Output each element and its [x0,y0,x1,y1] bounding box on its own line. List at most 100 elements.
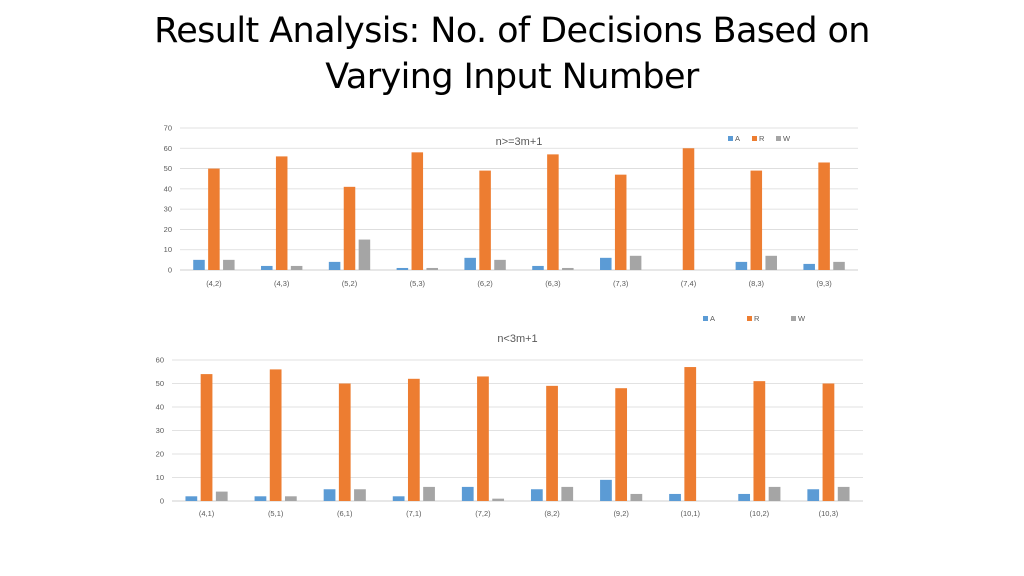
bar-w-5-3 [426,267,438,270]
bar-r-6-1 [338,383,351,501]
bar-a-10-1 [669,493,681,501]
bar-a-8-3 [735,261,748,270]
bar-a-4-1 [185,496,198,501]
x-tick-label: (7,4) [681,279,697,288]
y-tick-label: 30 [164,205,172,214]
y-tick-label: 0 [168,266,172,275]
bar-r-4-1 [200,374,213,501]
bar-r-4-2 [208,168,220,270]
legend-label-a: A [735,134,740,143]
bar-a-7-1 [392,496,405,501]
x-tick-label: (6,2) [477,279,493,288]
x-tick-label: (6,1) [337,509,353,518]
bar-a-4-3 [261,265,273,270]
x-tick-label: (8,2) [544,509,560,518]
bar-a-7-2 [461,486,474,501]
bar-w-8-3 [765,255,777,270]
y-tick-label: 30 [156,426,164,435]
bar-a-10-2 [738,493,751,501]
slide-title-line-2: Varying Input Number [325,57,699,97]
x-tick-label: (5,2) [342,279,358,288]
bar-r-5-3 [411,152,424,270]
bar-r-8-3 [750,170,763,270]
y-tick-label: 10 [164,245,172,254]
x-tick-label: (4,2) [206,279,222,288]
bar-r-10-1 [684,367,697,501]
bar-w-4-3 [290,265,303,270]
bar-a-6-2 [464,257,476,270]
bar-r-7-1 [407,378,420,501]
bar-r-4-3 [275,156,288,270]
bar-r-9-3 [818,162,830,270]
bar-r-6-3 [547,154,559,270]
legend-swatch-w [791,316,796,321]
chart-title: n>=3m+1 [496,136,543,148]
y-tick-label: 50 [156,379,164,388]
legend-label-r: R [754,314,760,323]
bar-w-7-3 [629,255,642,270]
bar-a-5-3 [396,267,409,270]
legend-swatch-a [703,316,708,321]
chart-title: n<3m+1 [497,333,537,345]
x-tick-label: (7,3) [613,279,629,288]
bar-w-4-1 [215,491,228,501]
bar-a-9-2 [600,479,612,501]
bar-w-6-2 [494,259,506,270]
bar-r-8-2 [546,385,558,501]
y-tick-label: 40 [164,184,172,193]
bar-w-10-2 [768,486,781,501]
x-tick-label: (10,2) [750,509,770,518]
x-tick-label: (10,1) [680,509,700,518]
x-tick-label: (9,3) [816,279,832,288]
legend-label-r: R [759,134,765,143]
x-tick-label: (8,3) [749,279,765,288]
x-tick-label: (6,3) [545,279,561,288]
bar-r-7-2 [477,376,489,501]
y-tick-label: 70 [164,124,172,133]
bar-a-9-3 [803,263,815,270]
x-tick-label: (10,3) [819,509,839,518]
bar-r-5-2 [343,186,356,270]
bar-w-7-2 [492,498,505,501]
y-tick-label: 50 [164,164,172,173]
bar-w-5-2 [358,239,371,270]
bar-w-9-3 [833,261,845,270]
legend-swatch-w [776,136,781,141]
bar-a-4-2 [193,259,205,270]
bar-r-6-2 [479,170,491,270]
bar-a-5-1 [254,496,267,501]
y-tick-label: 10 [156,473,164,482]
x-tick-label: (4,1) [199,509,215,518]
x-tick-label: (5,3) [410,279,426,288]
x-tick-label: (7,1) [406,509,422,518]
bar-r-10-2 [753,381,766,501]
bar-r-9-2 [615,388,628,501]
bar-r-7-4 [682,148,695,270]
bar-r-7-3 [614,174,627,270]
x-tick-label: (5,1) [268,509,284,518]
y-tick-label: 20 [156,450,164,459]
bar-w-5-1 [284,496,297,501]
legend-swatch-r [747,316,752,321]
bar-a-8-2 [530,489,543,501]
legend-swatch-a [728,136,733,141]
x-tick-label: (7,2) [475,509,491,518]
bar-w-6-1 [354,489,366,501]
y-tick-label: 60 [164,144,172,153]
legend-swatch-r [752,136,757,141]
y-tick-label: 40 [156,403,164,412]
bar-r-5-1 [269,369,282,501]
legend-label-w: W [783,134,791,143]
legend-label-w: W [798,314,806,323]
slide-title: Result Analysis: No. of Decisions Based … [0,8,1024,100]
slide-title-line-1: Result Analysis: No. of Decisions Based … [154,11,870,51]
bar-a-6-1 [323,489,336,501]
bar-w-9-2 [630,493,643,501]
bar-w-4-2 [223,259,235,270]
bar-w-8-2 [561,486,574,501]
chart-n-ge-3m-plus-1: 0 10 20 30 40 50 60 70 n>=3m+1 A R W (4,2) (4,3) (5,2)… [164,124,858,288]
y-tick-label: 0 [160,497,164,506]
bar-a-6-3 [532,265,544,270]
bar-a-7-3 [600,257,612,270]
bar-w-10-3 [837,486,850,501]
